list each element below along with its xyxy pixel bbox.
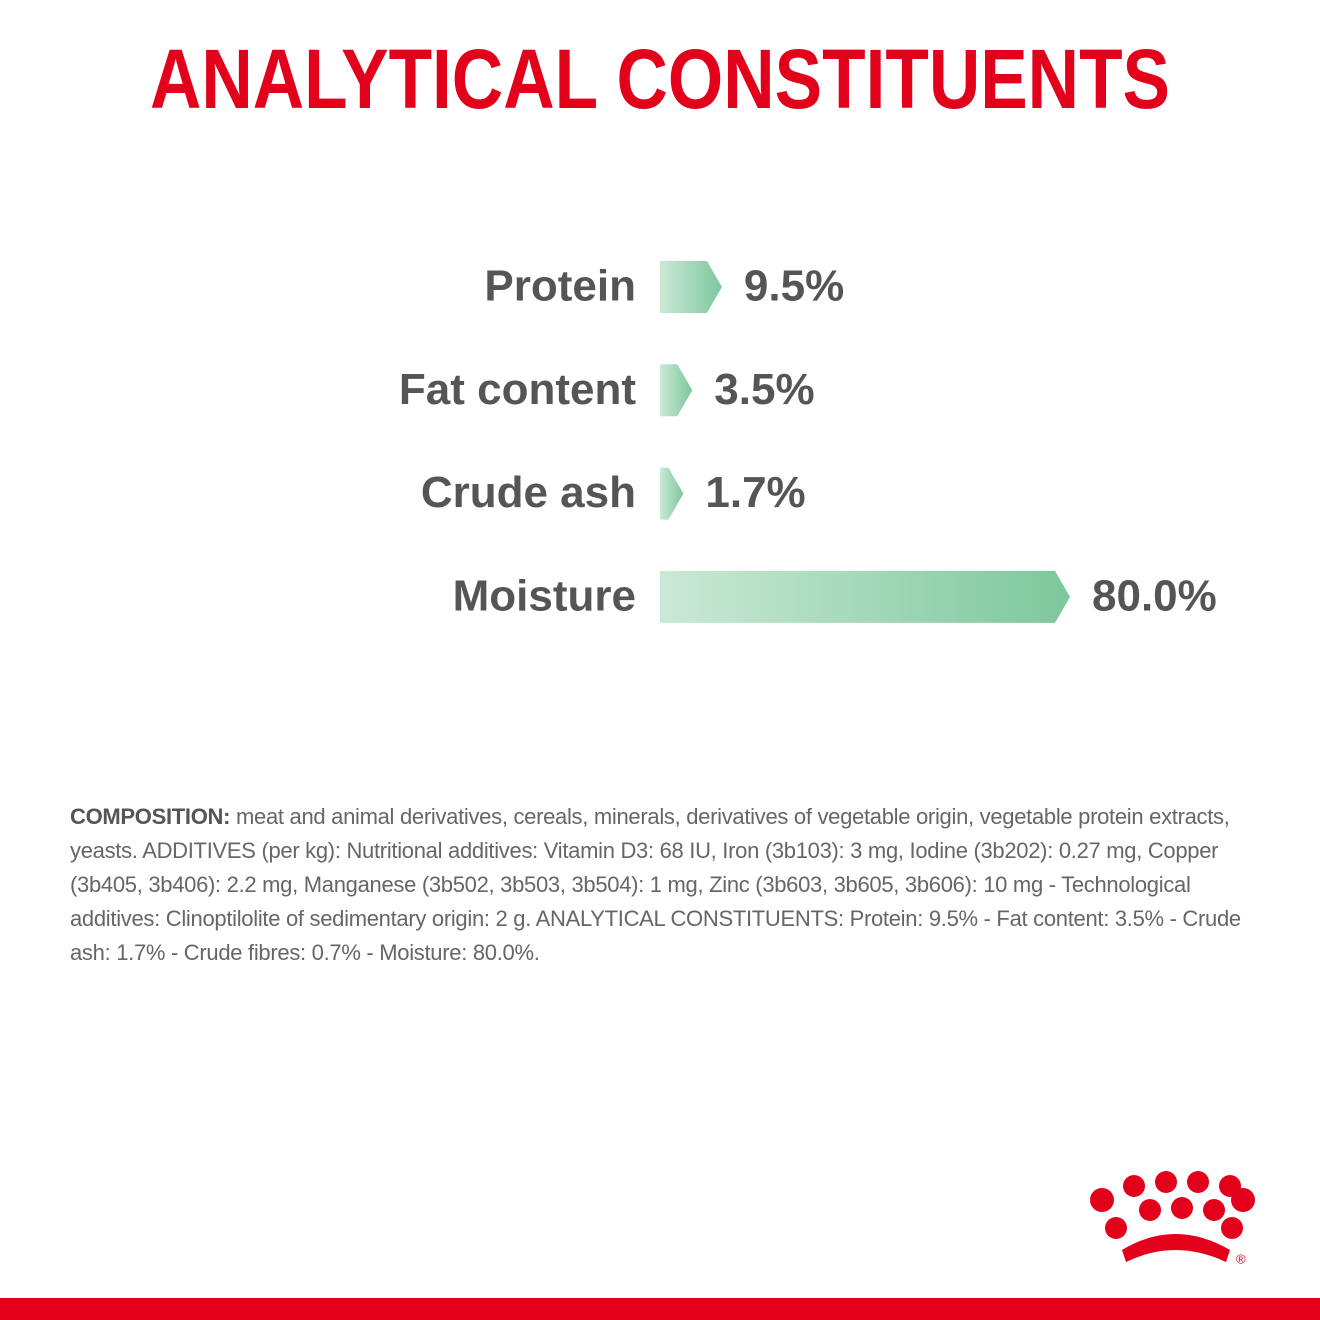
logo-mark: ® [1236,1251,1246,1266]
value-label: 9.5% [744,262,844,311]
value-label: 1.7% [705,468,805,517]
value-label: 80.0% [1092,572,1217,621]
category-label: Fat content [399,365,636,414]
logo: ® [1090,1171,1255,1266]
category-label: Crude ash [421,468,636,517]
value-label: 3.5% [714,365,814,414]
category-label: Protein [484,262,636,311]
bar [660,364,693,417]
bar [660,570,1070,623]
footer-bar [0,1298,1320,1320]
chart-title: ANALYTICAL CONSTITUENTS [150,32,1170,126]
category-label: Moisture [453,572,636,621]
bar [660,467,684,520]
composition-heading: COMPOSITION: [70,804,231,829]
composition: COMPOSITION: meat and animal derivatives… [70,800,1250,970]
composition-text: meat and animal derivatives, cereals, mi… [70,804,1241,965]
bar [660,261,722,313]
